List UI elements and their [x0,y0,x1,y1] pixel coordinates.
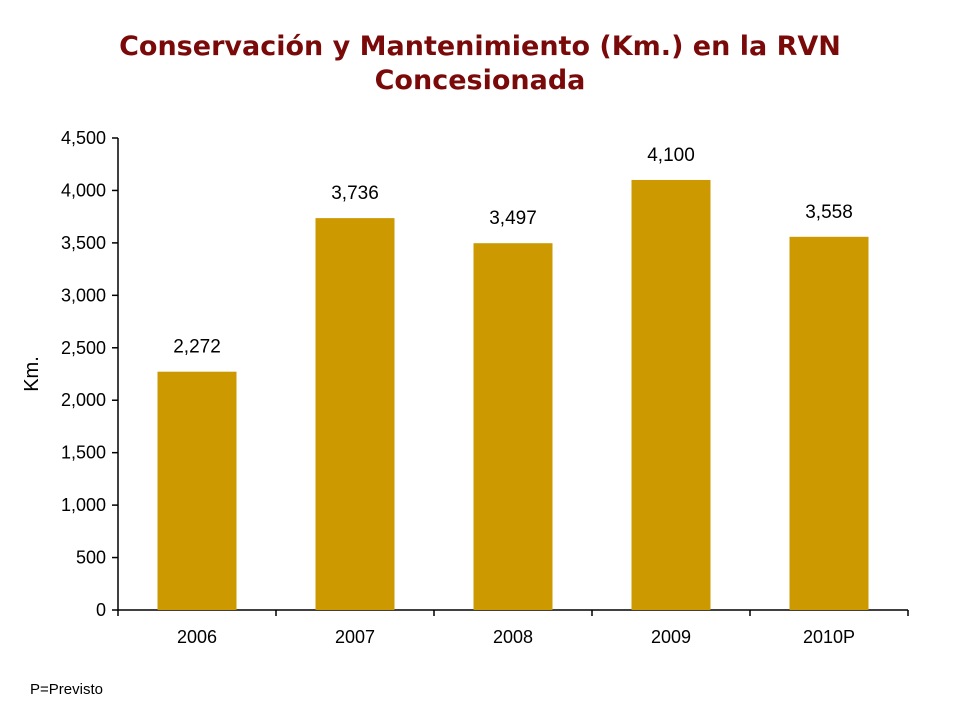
footnote: P=Previsto [30,681,103,698]
x-category-label: 2006 [177,627,217,647]
data-label: 3,736 [331,183,379,204]
data-label: 2,272 [173,337,221,358]
x-category-label: 2010P [803,627,855,647]
y-axis-title: Km. [21,356,43,392]
data-label: 3,497 [489,208,537,229]
chart-title: Conservación y Mantenimiento (Km.) en la… [0,30,960,98]
y-tick-label: 4,000 [61,180,106,200]
y-tick-label: 4,500 [61,128,106,148]
bar [315,218,395,610]
chart-title-line-2: Concesionada [374,65,586,96]
x-category-label: 2007 [335,627,375,647]
y-tick-label: 2,500 [61,338,106,358]
x-category-label: 2008 [493,627,533,647]
y-tick-label: 3,000 [61,285,106,305]
x-category-label: 2009 [651,627,691,647]
y-tick-label: 0 [96,600,106,620]
y-tick-label: 2,000 [61,390,106,410]
y-tick-label: 500 [76,548,106,568]
chart-title-line-1: Conservación y Mantenimiento (Km.) en la… [119,31,841,62]
data-label: 3,558 [805,202,853,223]
bar [473,243,553,610]
y-tick-label: 1,500 [61,443,106,463]
bar [157,371,237,610]
bar [789,236,869,610]
y-tick-label: 1,000 [61,495,106,515]
bar [631,179,711,610]
y-tick-label: 3,500 [61,233,106,253]
data-label: 4,100 [647,145,695,166]
